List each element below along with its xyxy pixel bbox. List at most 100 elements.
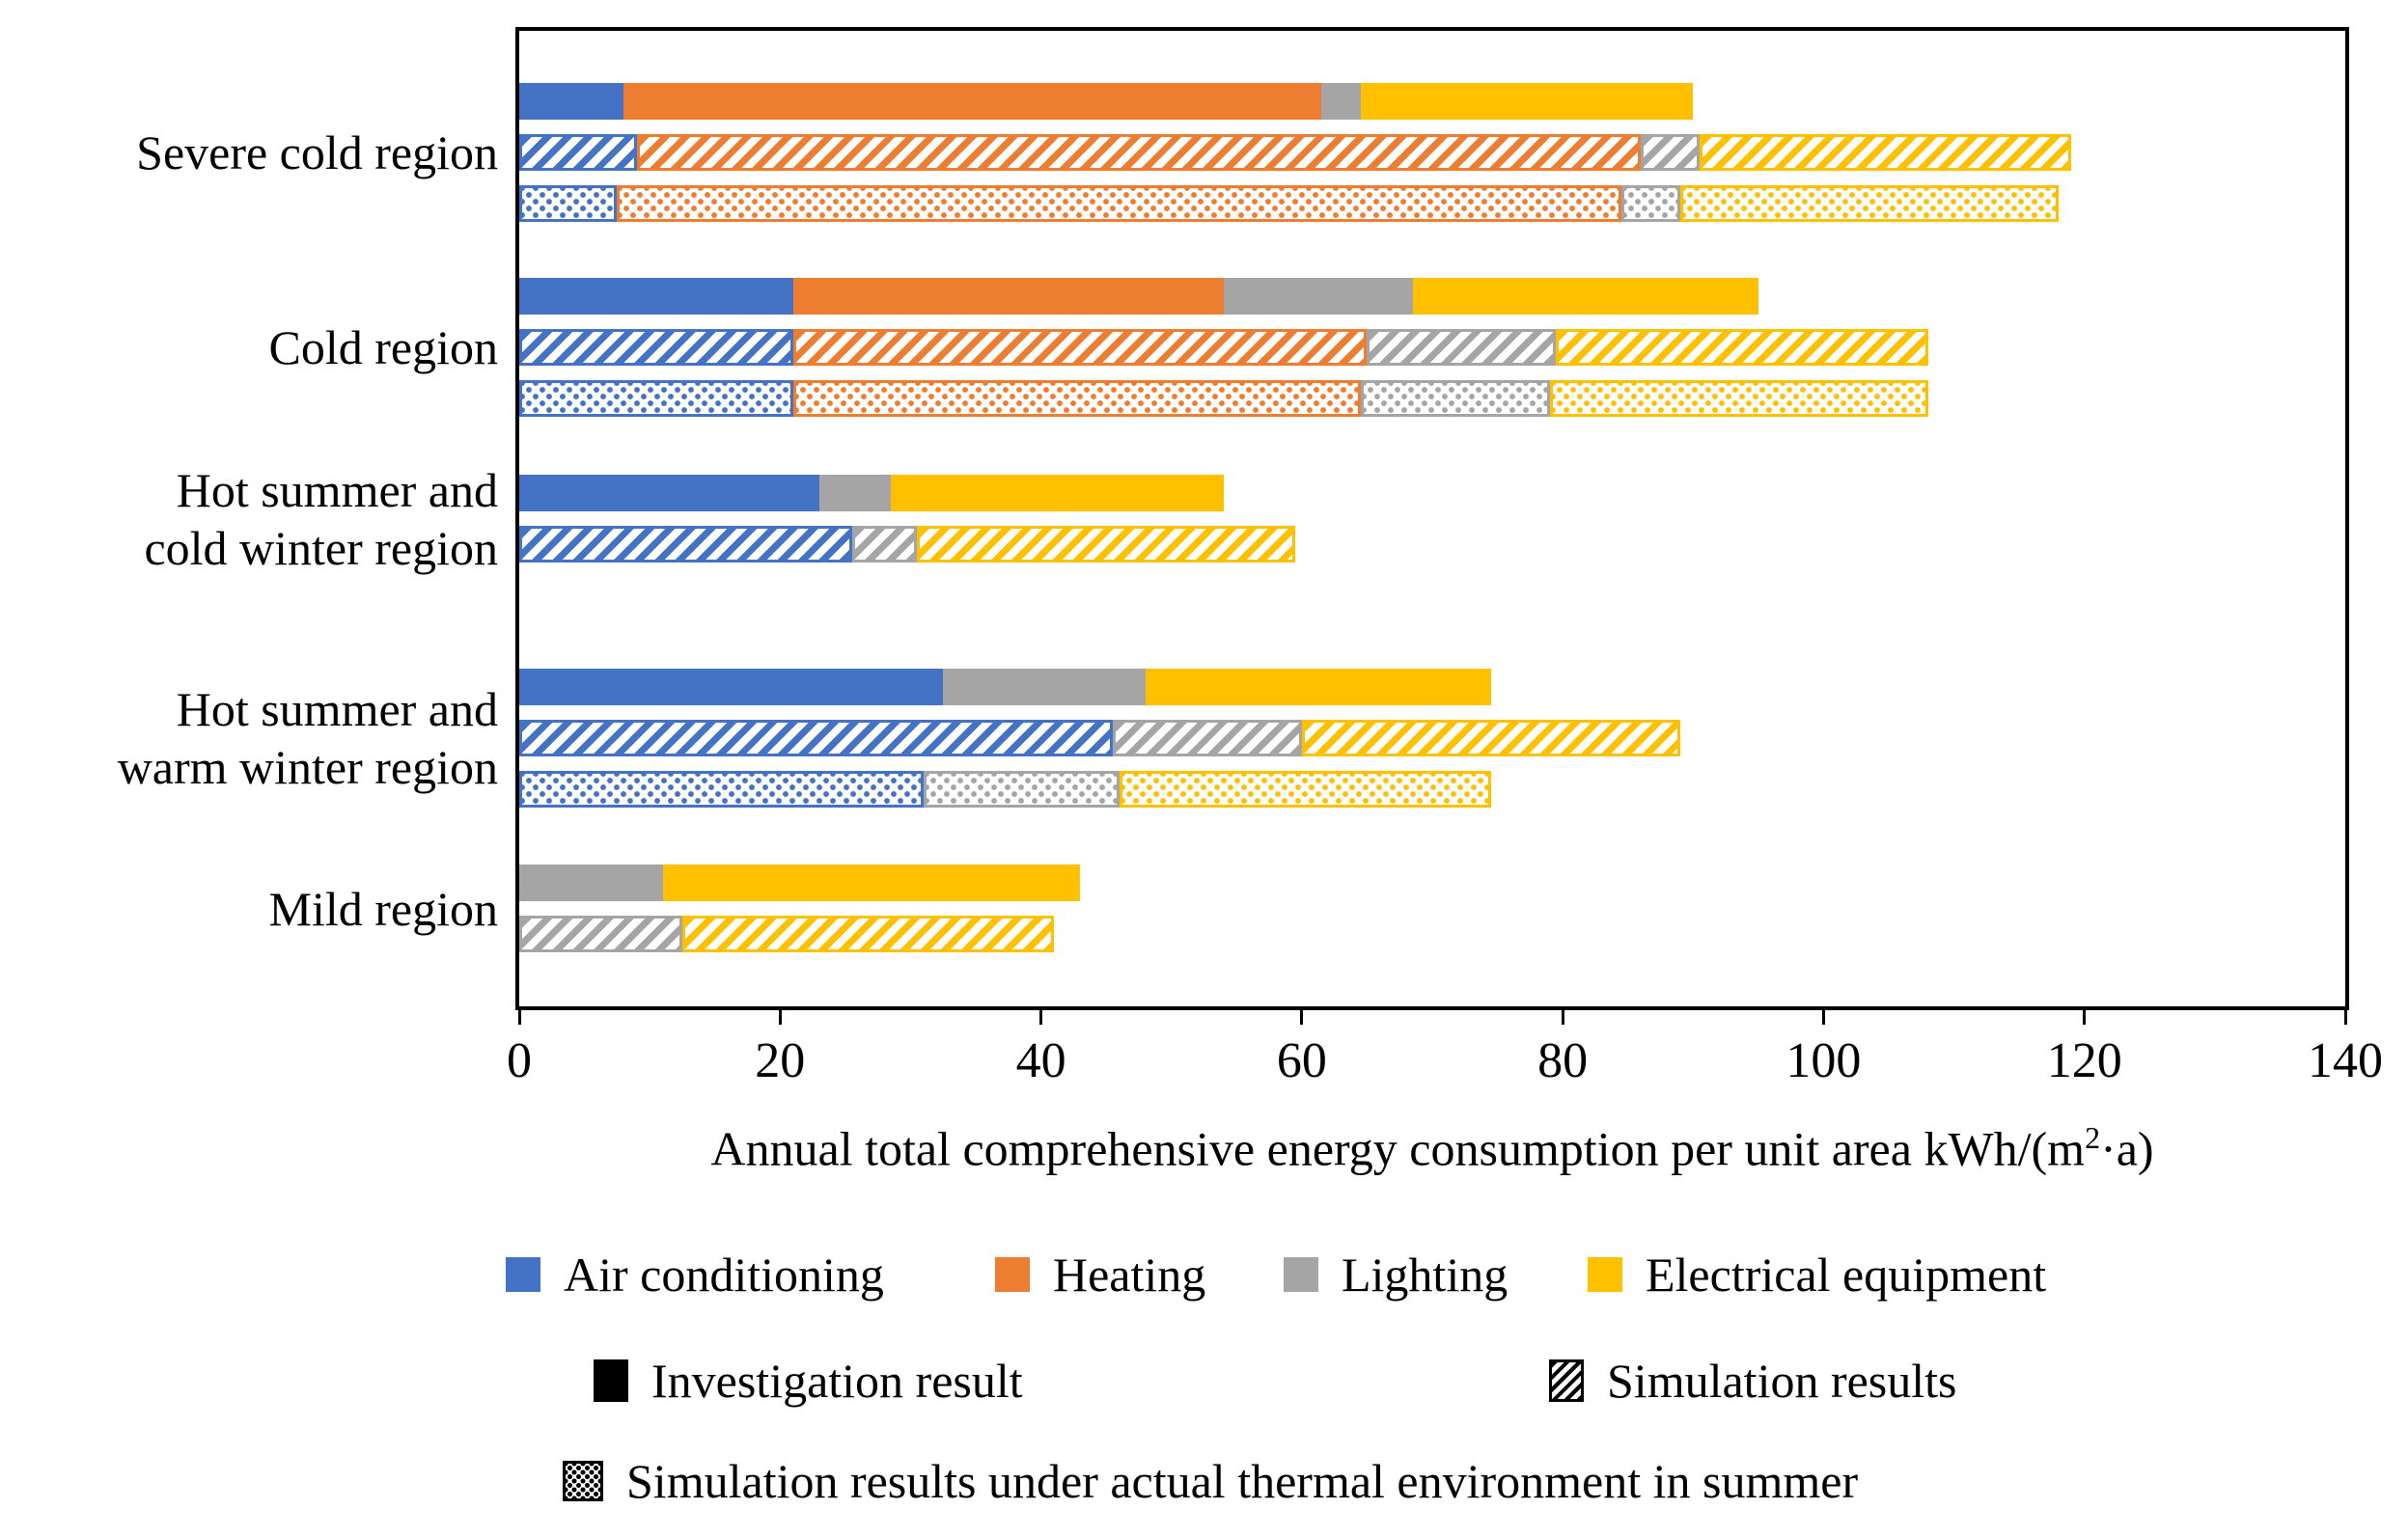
legend-swatch-simulation-results-under-actual-thermal-environment-in-summer [563,1461,603,1501]
legend-series-row-2: Simulation results under actual thermal … [0,1453,2408,1521]
segment-heating [792,380,1361,418]
segment-lighting [1620,185,1680,223]
category-label-line: Mild region [268,881,498,936]
category-label-line: cold winter region [144,520,498,575]
segment-air-conditioning [519,185,618,223]
legend-item-investigation-result: Investigation result [594,1353,1023,1409]
plot-area [515,27,2349,1010]
segment-electrical-equipment [1679,185,2059,223]
segment-air-conditioning [519,329,793,367]
legend-label-heating: Heating [1053,1248,1206,1302]
segment-lighting [1641,134,1701,172]
x-tick-mark-60 [1300,1010,1304,1025]
segment-electrical-equipment [1145,668,1491,705]
legend-item-air-conditioning: Air conditioning [506,1247,884,1303]
segment-electrical-equipment [1119,770,1491,808]
segment-air-conditioning [519,770,924,808]
category-label-cold-region: Cold region [0,318,498,376]
category-label-line: warm winter region [117,739,498,794]
segment-lighting [1112,719,1302,756]
x-tick-mark-100 [1821,1010,1825,1025]
x-tick-label-40: 40 [1015,1033,1066,1088]
segment-lighting [818,475,892,511]
legend-swatch-lighting [1284,1257,1318,1292]
segment-lighting [943,668,1146,705]
x-axis-title-text: Annual total comprehensive energy consum… [710,1121,2086,1176]
segment-electrical-equipment [1412,278,1758,316]
category-label-severe-cold-region: Severe cold region [0,124,498,181]
category-label-line: Cold region [268,320,498,375]
x-axis-title: Annual total comprehensive energy consum… [519,1110,2345,1177]
segment-lighting [1223,278,1413,316]
segment-electrical-equipment [662,865,1081,902]
bar-severe-cold-region-simulation-results [519,134,2072,172]
segment-electrical-equipment [1549,380,1928,418]
segment-electrical-equipment [1360,83,1694,121]
segment-heating [636,134,1642,172]
legend-item-simulation-results-under-actual-thermal-environment-in-summer: Simulation results under actual thermal … [563,1453,1858,1509]
bar-cold-region-investigation-result [519,278,1758,316]
segment-air-conditioning [519,526,852,563]
segment-heating [792,329,1368,367]
segment-electrical-equipment [891,475,1224,511]
segment-lighting [1360,380,1550,418]
legend-item-heating: Heating [995,1247,1205,1303]
x-tick-label-60: 60 [1276,1033,1327,1088]
segment-air-conditioning [519,719,1113,756]
category-label-hot-summer-and-cold-winter-region: Hot summer and cold winter region [0,461,498,577]
bar-severe-cold-region-simulation-results-under-actual-thermal-environment-in-summer [519,185,2059,223]
category-label-line: Hot summer and [176,462,498,517]
segment-lighting [519,916,682,953]
legend-item-electrical-equipment: Electrical equipment [1588,1247,2046,1303]
x-tick-label-0: 0 [507,1033,532,1088]
category-label-hot-summer-and-warm-winter-region: Hot summer and warm winter region [0,680,498,796]
x-tick-label-20: 20 [755,1033,806,1088]
legend-swatch-heating [995,1257,1030,1292]
bar-mild-region-simulation-results [519,916,1055,953]
segment-lighting [851,526,918,563]
bar-hot-summer-and-warm-winter-region-investigation-result [519,668,1491,705]
bar-hot-summer-and-cold-winter-region-simulation-results [519,526,1296,563]
segment-air-conditioning [519,134,637,172]
bar-cold-region-simulation-results [519,329,1928,367]
x-tick-mark-0 [517,1010,521,1025]
x-tick-label-100: 100 [1785,1033,1862,1088]
legend-swatch-electrical-equipment [1588,1257,1622,1292]
bar-cold-region-simulation-results-under-actual-thermal-environment-in-summer [519,380,1928,418]
bar-hot-summer-and-warm-winter-region-simulation-results [519,719,1680,756]
bar-mild-region-investigation-result [519,865,1081,902]
x-tick-label-140: 140 [2308,1033,2383,1088]
legend-label-investigation-result: Investigation result [651,1354,1023,1408]
segment-electrical-equipment [1301,719,1680,756]
segment-lighting [519,865,663,902]
legend-item-lighting: Lighting [1284,1247,1508,1303]
segment-electrical-equipment [917,526,1296,563]
legend-swatch-air-conditioning [506,1257,540,1292]
x-tick-mark-80 [1561,1010,1564,1025]
x-tick-mark-120 [2083,1010,2087,1025]
x-tick-mark-20 [778,1010,782,1025]
segment-air-conditioning [519,278,793,316]
x-tick-mark-140 [2343,1010,2347,1025]
segment-lighting [923,770,1120,808]
x-tick-mark-40 [1039,1010,1043,1025]
segment-electrical-equipment [1700,134,2072,172]
x-axis-title-superscript: 2 [2085,1120,2101,1155]
legend-item-simulation-results: Simulation results [1549,1353,1957,1409]
x-tick-label-80: 80 [1537,1033,1589,1088]
legend-label-lighting: Lighting [1342,1248,1508,1302]
segment-air-conditioning [519,380,793,418]
bar-hot-summer-and-cold-winter-region-investigation-result [519,475,1224,511]
segment-air-conditioning [519,83,624,121]
x-tick-label-120: 120 [2046,1033,2122,1088]
legend-label-air-conditioning: Air conditioning [564,1248,884,1302]
bar-severe-cold-region-investigation-result [519,83,1694,121]
legend-components-row: Air conditioning Heating Lighting Electrica… [0,1247,2408,1314]
legend-swatch-investigation-result [594,1359,628,1402]
segment-lighting [1367,329,1557,367]
category-label-line: Severe cold region [136,125,498,180]
x-axis-title-suffix: ·a) [2100,1121,2154,1176]
legend-label-simulation-results: Simulation results [1607,1354,1957,1408]
category-label-mild-region: Mild region [0,880,498,938]
